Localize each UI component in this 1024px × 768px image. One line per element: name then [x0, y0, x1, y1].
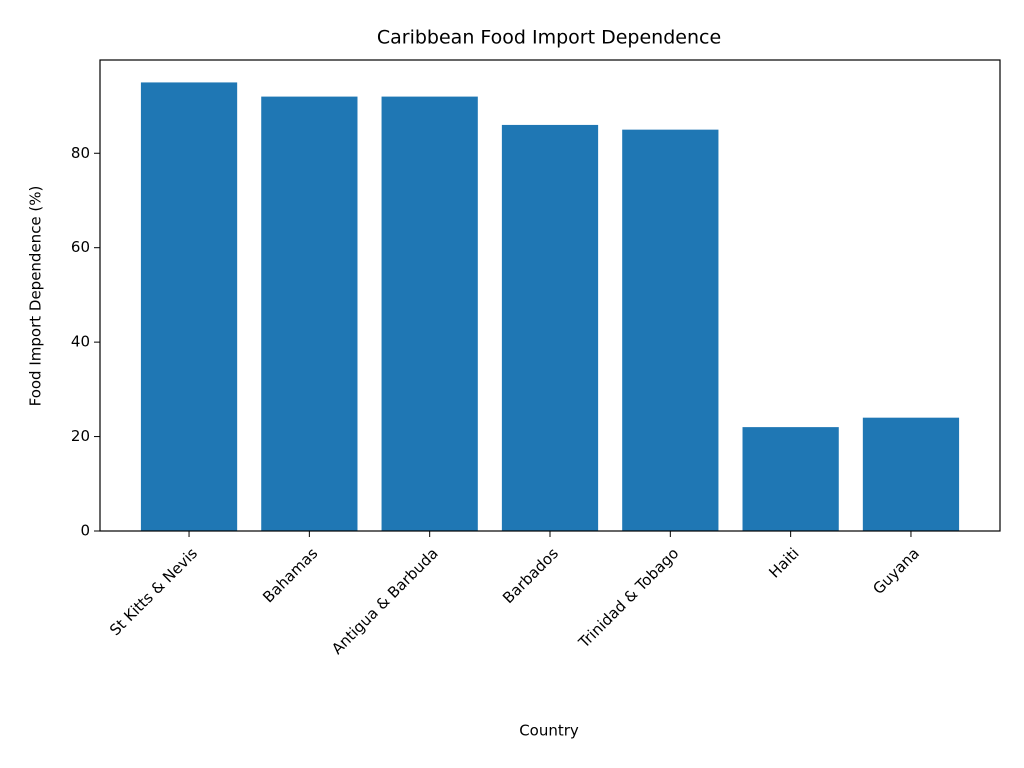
- x-tick-label: Antigua & Barbuda: [328, 544, 442, 658]
- y-tick-label: 40: [71, 333, 90, 351]
- chart-title: Caribbean Food Import Dependence: [377, 27, 721, 49]
- bar: [501, 124, 599, 532]
- bar: [622, 129, 719, 532]
- bar: [742, 427, 839, 531]
- x-tick-label: Trinidad & Tobago: [574, 544, 682, 652]
- plot-frame: [99, 59, 1001, 532]
- bar: [140, 82, 238, 531]
- x-tick-label: Haiti: [765, 544, 802, 581]
- bar: [261, 96, 358, 531]
- x-tick-label: Guyana: [869, 544, 923, 598]
- x-axis-label: Country: [519, 722, 579, 740]
- y-tick-label: 0: [80, 522, 90, 540]
- x-tick-label: Bahamas: [259, 544, 321, 606]
- x-tick-label: Barbados: [499, 544, 562, 607]
- y-tick-label: 60: [71, 238, 90, 256]
- y-tick-label: 20: [71, 427, 90, 445]
- bar: [381, 96, 478, 531]
- y-tick-label: 80: [71, 144, 90, 162]
- x-tick-label: St Kitts & Nevis: [106, 544, 201, 639]
- bar: [862, 417, 960, 531]
- y-axis-label: Food Import Dependence (%): [27, 186, 45, 407]
